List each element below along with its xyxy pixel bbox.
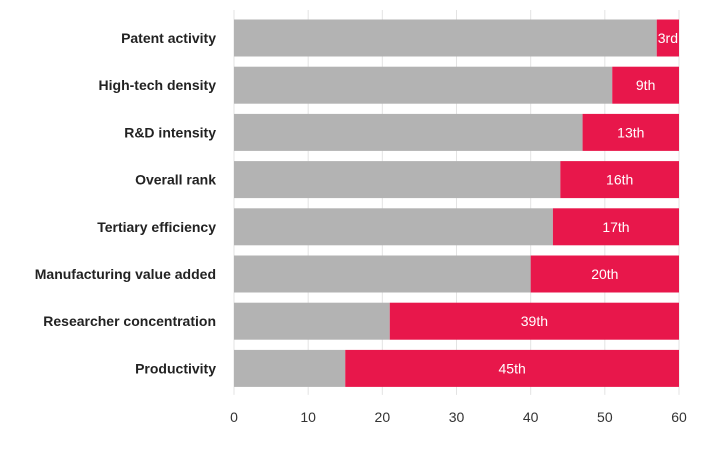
- x-tick-label: 30: [449, 409, 465, 425]
- rank-data-label: 39th: [521, 313, 548, 329]
- rank-data-label: 45th: [499, 360, 526, 376]
- bar-base: [234, 349, 346, 387]
- x-axis-ticks: 0 10 20 30 40 50 60: [230, 409, 687, 425]
- bar-base: [234, 66, 613, 104]
- bar-base: [234, 255, 531, 293]
- bar-rank: [612, 66, 679, 104]
- x-tick-label: 20: [375, 409, 391, 425]
- category-labels: Patent activity High-tech density R&D inte…: [35, 30, 216, 376]
- rank-data-label: 9th: [636, 77, 655, 93]
- x-tick-label: 50: [597, 409, 613, 425]
- bar-series: [234, 19, 679, 387]
- rank-data-label: 13th: [617, 124, 644, 140]
- bar-base: [234, 113, 583, 151]
- bar-rank: [389, 302, 679, 340]
- bar-rank: [345, 349, 679, 387]
- bar-rank: [530, 255, 679, 293]
- bar-rank: [582, 113, 679, 151]
- rank-data-label: 20th: [591, 266, 618, 282]
- x-tick-label: 0: [230, 409, 238, 425]
- bar-rank: [560, 161, 679, 199]
- bar-base: [234, 161, 561, 199]
- category-label: Patent activity: [121, 30, 216, 46]
- bar-base: [234, 302, 390, 340]
- category-label: Overall rank: [135, 172, 216, 188]
- category-label: R&D intensity: [124, 124, 216, 140]
- bar-base: [234, 19, 657, 57]
- x-tick-label: 40: [523, 409, 539, 425]
- rank-data-label: 16th: [606, 172, 633, 188]
- bar-rank: [656, 19, 679, 57]
- rank-data-label: 3rd: [658, 30, 678, 46]
- data-labels: 3rd 9th 13th 16th 17th 20th 39th 45th: [499, 30, 678, 376]
- bar-base: [234, 208, 553, 246]
- category-label: Tertiary efficiency: [97, 219, 216, 235]
- bar-rank: [552, 208, 679, 246]
- category-label: Productivity: [135, 360, 216, 376]
- category-label: Researcher concentration: [43, 313, 216, 329]
- category-label: Manufacturing value added: [35, 266, 216, 282]
- rank-data-label: 17th: [602, 219, 629, 235]
- x-tick-label: 60: [671, 409, 687, 425]
- category-label: High-tech density: [99, 77, 217, 93]
- x-tick-label: 10: [300, 409, 316, 425]
